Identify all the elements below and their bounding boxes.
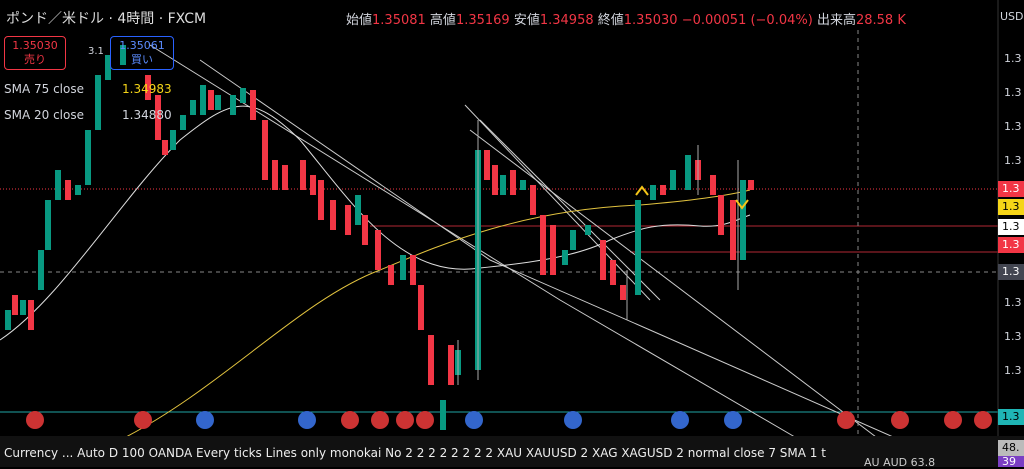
- wicks: [457, 120, 739, 385]
- price-tag: 1.3: [998, 199, 1024, 215]
- value: 1.34958: [539, 13, 594, 28]
- price: 1.35061: [119, 39, 165, 52]
- indicator-name: SMA 20 close: [4, 108, 84, 122]
- label: 出来高: [816, 13, 856, 28]
- price-tag: 1.3: [998, 264, 1024, 280]
- price-tag: 1.3: [998, 219, 1024, 235]
- trend-lines: [149, 44, 901, 441]
- change: −0.00051 (−0.04%): [681, 13, 813, 28]
- sell-button[interactable]: 1.35030 売り: [4, 36, 66, 70]
- indicator-value: 1.34880: [122, 108, 172, 122]
- label: 売り: [24, 53, 46, 66]
- price-tag: 1.3: [998, 237, 1024, 253]
- value: 1.35081: [372, 13, 426, 28]
- price-tag: 39: [998, 456, 1024, 467]
- label: 高値: [429, 13, 456, 28]
- axis-label: 1.3: [1004, 86, 1022, 99]
- axis-label: 1.3: [1004, 154, 1022, 167]
- value: 28.58 K: [855, 13, 906, 28]
- status-right: AU AUD 63.8: [864, 456, 936, 469]
- value: 1.35169: [455, 13, 510, 28]
- indicator-name: SMA 75 close: [4, 82, 84, 96]
- signal-arrows: [635, 185, 749, 210]
- price-tag: 1.3: [998, 181, 1024, 197]
- buy-button[interactable]: 1.35061 買い: [110, 36, 174, 70]
- label: 始値: [346, 13, 373, 28]
- price-tag: 48.: [998, 440, 1024, 456]
- indicator-value: 1.34983: [122, 82, 172, 96]
- sma-20: [0, 105, 751, 341]
- label: 終値: [597, 13, 624, 28]
- spread: 3.1: [88, 46, 104, 57]
- label: 買い: [131, 53, 153, 66]
- axis-label: 1.3: [1004, 52, 1022, 65]
- symbol[interactable]: ポンド／米ドル · 4時間 · FXCM: [6, 11, 207, 27]
- status-bar-bg: [0, 436, 1024, 467]
- value: 1.35030: [623, 13, 678, 28]
- event-flags: [26, 411, 992, 429]
- price: 1.35030: [12, 39, 58, 52]
- currency[interactable]: USD: [1000, 10, 1024, 23]
- label: 安値: [513, 13, 540, 28]
- price-tag: 1.3: [998, 409, 1024, 425]
- axis-label: 1.3: [1004, 364, 1022, 377]
- axis-label: 1.3: [1004, 330, 1022, 343]
- axis-label: 1.3: [1004, 296, 1022, 309]
- sma-75: [119, 189, 751, 441]
- status-text: Currency ... Auto D 100 OANDA Every tick…: [4, 446, 826, 460]
- axis-label: 1.3: [1004, 120, 1022, 133]
- ohlc: 始値1.35081 高値1.35169 安値1.34958 終値1.35030 …: [346, 9, 906, 28]
